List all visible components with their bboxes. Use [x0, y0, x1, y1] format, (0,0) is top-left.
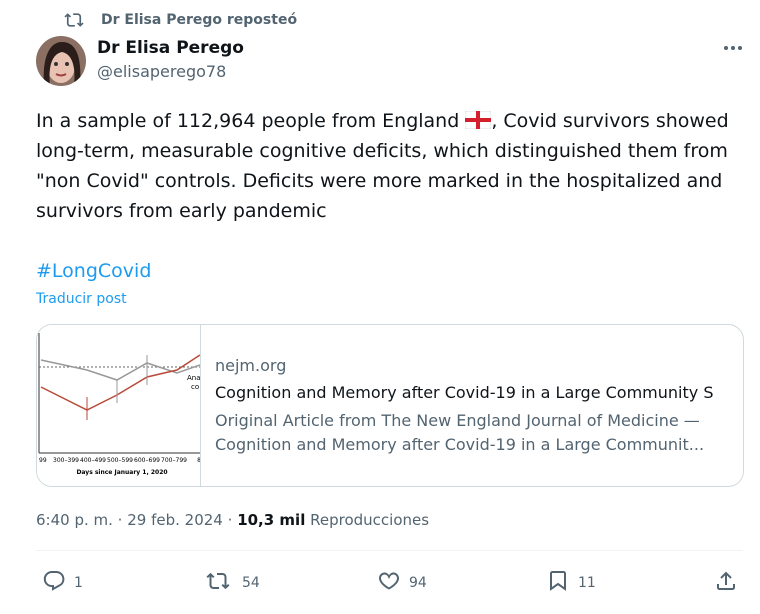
avatar[interactable] [36, 36, 86, 86]
like-count: 94 [409, 575, 427, 591]
post-text: , Covid survivors showed [491, 110, 729, 132]
post-line: long-term, measurable cognitive deficits… [36, 140, 728, 162]
england-flag [464, 110, 492, 130]
author-name[interactable]: Dr Elisa Perego [97, 38, 244, 58]
thumb-legend: Ana [187, 374, 201, 382]
repost-button[interactable] [206, 569, 230, 593]
reply-button[interactable] [42, 569, 66, 593]
bookmark-count: 11 [578, 575, 596, 591]
translate-link[interactable]: Traducir post [36, 291, 127, 307]
more-button[interactable] [722, 40, 744, 56]
reply-count: 1 [74, 575, 83, 591]
post-time[interactable]: 6:40 p. m. [36, 511, 113, 529]
thumb-x-tick: 300–399 [53, 457, 79, 464]
thumb-x-label: Days since January 1, 2020 [76, 469, 167, 476]
link-card[interactable]: Ana co 99 300–399 400–499 500–599 600–699 700… [36, 324, 744, 487]
thumb-x-tick: 500–599 [107, 457, 133, 464]
post-date[interactable]: 29 feb. 2024 [127, 511, 223, 529]
thumb-x-tick: 600–699 [134, 457, 160, 464]
separator: · [227, 511, 233, 529]
thumb-x-tick: 99 [39, 457, 47, 464]
views-label: Reproducciones [310, 511, 430, 529]
like-button[interactable] [377, 569, 401, 593]
card-title: Cognition and Memory after Covid-19 in a… [215, 383, 714, 402]
card-description: Original Article from The New England Jo… [215, 411, 700, 430]
post-line: "non Covid" controls. Deficits were more… [36, 170, 723, 192]
thumb-legend: co [191, 383, 199, 391]
bookmark-button[interactable] [546, 569, 570, 593]
author-handle[interactable]: @elisaperego78 [97, 62, 227, 81]
thumb-x-tick: 700–799 [161, 457, 187, 464]
thumb-x-tick: 80 [197, 457, 201, 464]
separator: · [117, 511, 123, 529]
share-button[interactable] [714, 569, 738, 593]
view-count: 10,3 mil [237, 511, 306, 529]
hashtag[interactable]: #LongCovid [36, 260, 152, 282]
card-domain: nejm.org [215, 356, 287, 375]
divider [36, 550, 743, 551]
repost-label: Dr Elisa Perego reposteó [101, 12, 298, 28]
repost-count: 54 [242, 575, 260, 591]
card-thumbnail: Ana co 99 300–399 400–499 500–599 600–699 700… [37, 325, 201, 486]
repost-icon [64, 13, 84, 27]
post-text: In a sample of 112,964 people from Engla… [36, 110, 460, 132]
post-line: survivors from early pandemic [36, 200, 327, 222]
card-description: Cognition and Memory after Covid-19 in a… [215, 435, 705, 454]
post-meta: 6:40 p. m. · 29 feb. 2024 · 10,3 mil Rep… [36, 511, 429, 529]
thumb-x-tick: 400–499 [80, 457, 106, 464]
post-line: In a sample of 112,964 people from Engla… [36, 106, 729, 136]
